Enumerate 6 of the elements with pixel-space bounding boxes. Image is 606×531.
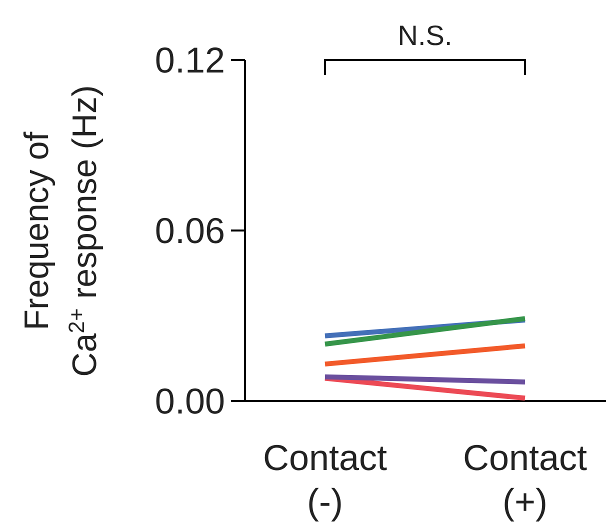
y-tick-label: 0.12 [154, 40, 225, 81]
x-tick-label: Contact (-) [262, 437, 388, 522]
x-tick-label: Contact (+) [462, 437, 588, 522]
y-tick-label: 0.06 [154, 210, 225, 252]
y-tick-label: 0.00 [154, 380, 225, 422]
text: N.S. [398, 20, 452, 51]
